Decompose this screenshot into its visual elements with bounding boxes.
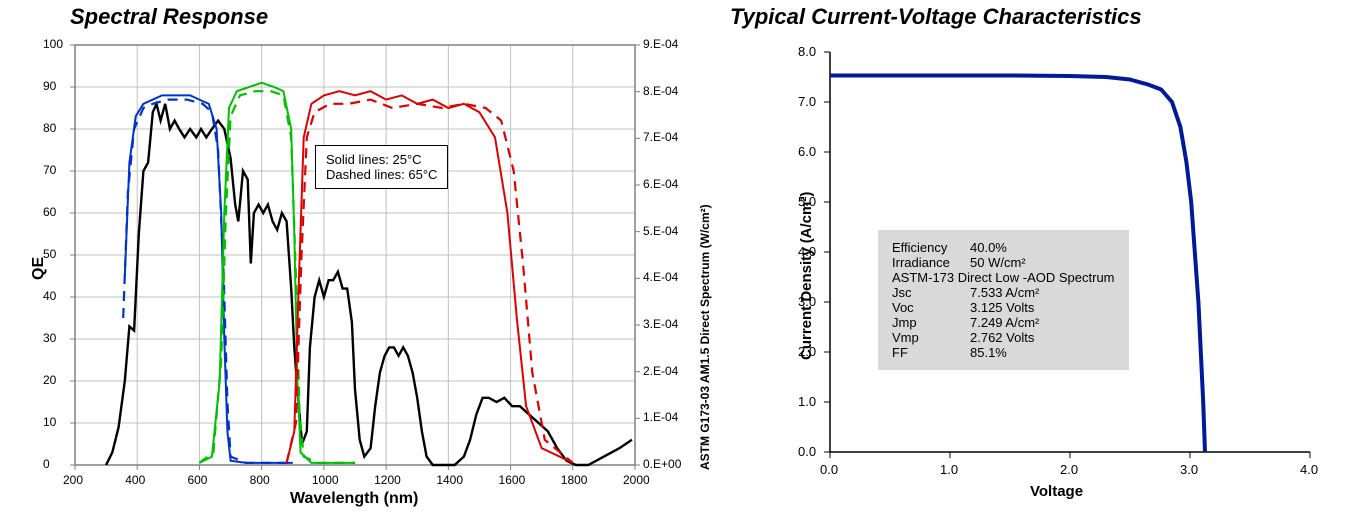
tick-label: 1000	[312, 473, 339, 487]
tick-label: 400	[125, 473, 145, 487]
left-y2-label: ASTM G173-03 AM1.5 Direct Spectrum (W/cm…	[698, 204, 712, 470]
tick-label: 1800	[561, 473, 588, 487]
info-row: Jsc7.533 A/cm²	[892, 285, 1115, 300]
right-y-label: Current Density (A/cm²)	[798, 192, 815, 360]
tick-label: 1200	[374, 473, 401, 487]
legend-box: Solid lines: 25°C Dashed lines: 65°C	[315, 145, 448, 189]
tick-label: 80	[43, 121, 56, 135]
left-x-label: Wavelength (nm)	[290, 490, 418, 508]
info-row: Irradiance50 W/cm²	[892, 255, 1115, 270]
tick-label: 6.0	[798, 144, 816, 159]
tick-label: 200	[63, 473, 83, 487]
tick-label: 100	[43, 37, 63, 51]
tick-label: 4.0	[798, 244, 816, 259]
tick-label: 3.0	[1180, 462, 1198, 477]
tick-label: 1.0	[940, 462, 958, 477]
tick-label: 0.0	[798, 444, 816, 459]
tick-label: 1.E-04	[643, 410, 678, 424]
iv-info-box: Efficiency40.0%Irradiance50 W/cm²ASTM-17…	[878, 230, 1129, 370]
tick-label: 600	[187, 473, 207, 487]
tick-label: 90	[43, 79, 56, 93]
tick-label: 0.0	[820, 462, 838, 477]
tick-label: 2000	[623, 473, 650, 487]
tick-label: 8.0	[798, 44, 816, 59]
tick-label: 7.E-04	[643, 130, 678, 144]
tick-label: 50	[43, 247, 56, 261]
info-row: Voc3.125 Volts	[892, 300, 1115, 315]
tick-label: 0	[43, 457, 50, 471]
tick-label: 8.E-04	[643, 84, 678, 98]
tick-label: 5.E-04	[643, 224, 678, 238]
tick-label: 5.0	[798, 194, 816, 209]
tick-label: 0.E+00	[643, 457, 681, 471]
tick-label: 4.0	[1300, 462, 1318, 477]
right-x-label: Voltage	[1030, 483, 1083, 500]
legend-line1: Solid lines: 25°C	[326, 152, 437, 167]
tick-label: 3.0	[798, 294, 816, 309]
info-row: Vmp2.762 Volts	[892, 330, 1115, 345]
info-row: Jmp7.249 A/cm²	[892, 315, 1115, 330]
tick-label: 3.E-04	[643, 317, 678, 331]
spectral-response-chart	[0, 0, 700, 520]
tick-label: 7.0	[798, 94, 816, 109]
tick-label: 9.E-04	[643, 37, 678, 51]
tick-label: 4.E-04	[643, 270, 678, 284]
tick-label: 1400	[436, 473, 463, 487]
tick-label: 40	[43, 289, 56, 303]
tick-label: 30	[43, 331, 56, 345]
info-row: ASTM-173 Direct Low -AOD Spectrum	[892, 270, 1115, 285]
info-row: Efficiency40.0%	[892, 240, 1115, 255]
tick-label: 1600	[499, 473, 526, 487]
legend-line2: Dashed lines: 65°C	[326, 167, 437, 182]
tick-label: 2.0	[1060, 462, 1078, 477]
tick-label: 800	[250, 473, 270, 487]
tick-label: 6.E-04	[643, 177, 678, 191]
tick-label: 60	[43, 205, 56, 219]
tick-label: 20	[43, 373, 56, 387]
tick-label: 2.E-04	[643, 364, 678, 378]
tick-label: 10	[43, 415, 56, 429]
tick-label: 70	[43, 163, 56, 177]
info-row: FF85.1%	[892, 345, 1115, 360]
tick-label: 1.0	[798, 394, 816, 409]
tick-label: 2.0	[798, 344, 816, 359]
